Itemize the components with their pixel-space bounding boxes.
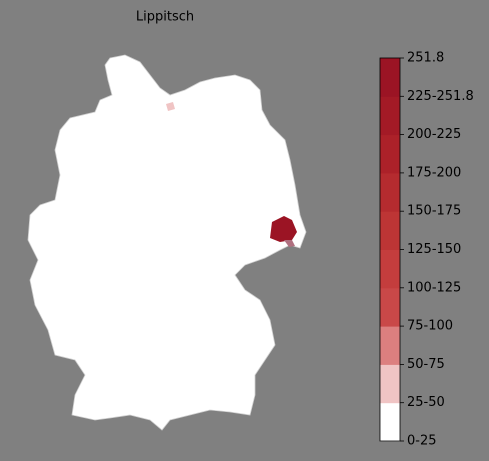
colorbar-label: 175-200 — [407, 165, 461, 180]
colorbar-label: 0-25 — [407, 434, 437, 449]
region-high — [270, 216, 297, 242]
colorbar-band — [380, 402, 400, 442]
colorbar-label: 225-251.8 — [407, 89, 474, 104]
colorbar-label: 25-50 — [407, 395, 445, 410]
colorbar-band — [380, 287, 400, 327]
colorbar-label: 200-225 — [407, 127, 461, 142]
region-mid — [284, 240, 295, 247]
country-outline — [27, 54, 307, 431]
colorbar: 0-25 25-50 50-75 75-100 100-125 125-150 150-17… — [379, 51, 474, 449]
colorbar-band — [380, 211, 400, 250]
colorbar-band — [380, 249, 400, 289]
colorbar-band — [380, 96, 400, 136]
colorbar-label: 251.8 — [407, 51, 444, 66]
colorbar-band — [380, 326, 400, 365]
colorbar-band — [380, 58, 400, 97]
colorbar-label: 50-75 — [407, 357, 445, 372]
colorbar-label: 125-150 — [407, 242, 461, 257]
colorbar-label: 75-100 — [407, 319, 453, 334]
region-low — [166, 102, 175, 111]
colorbar-band — [380, 364, 400, 404]
colorbar-label: 150-175 — [407, 204, 461, 219]
colorbar-band — [380, 134, 400, 174]
germany-map — [27, 54, 307, 431]
map-title: Lippitsch — [136, 10, 194, 25]
colorbar-label: 100-125 — [407, 280, 461, 295]
colorbar-band — [380, 172, 400, 212]
